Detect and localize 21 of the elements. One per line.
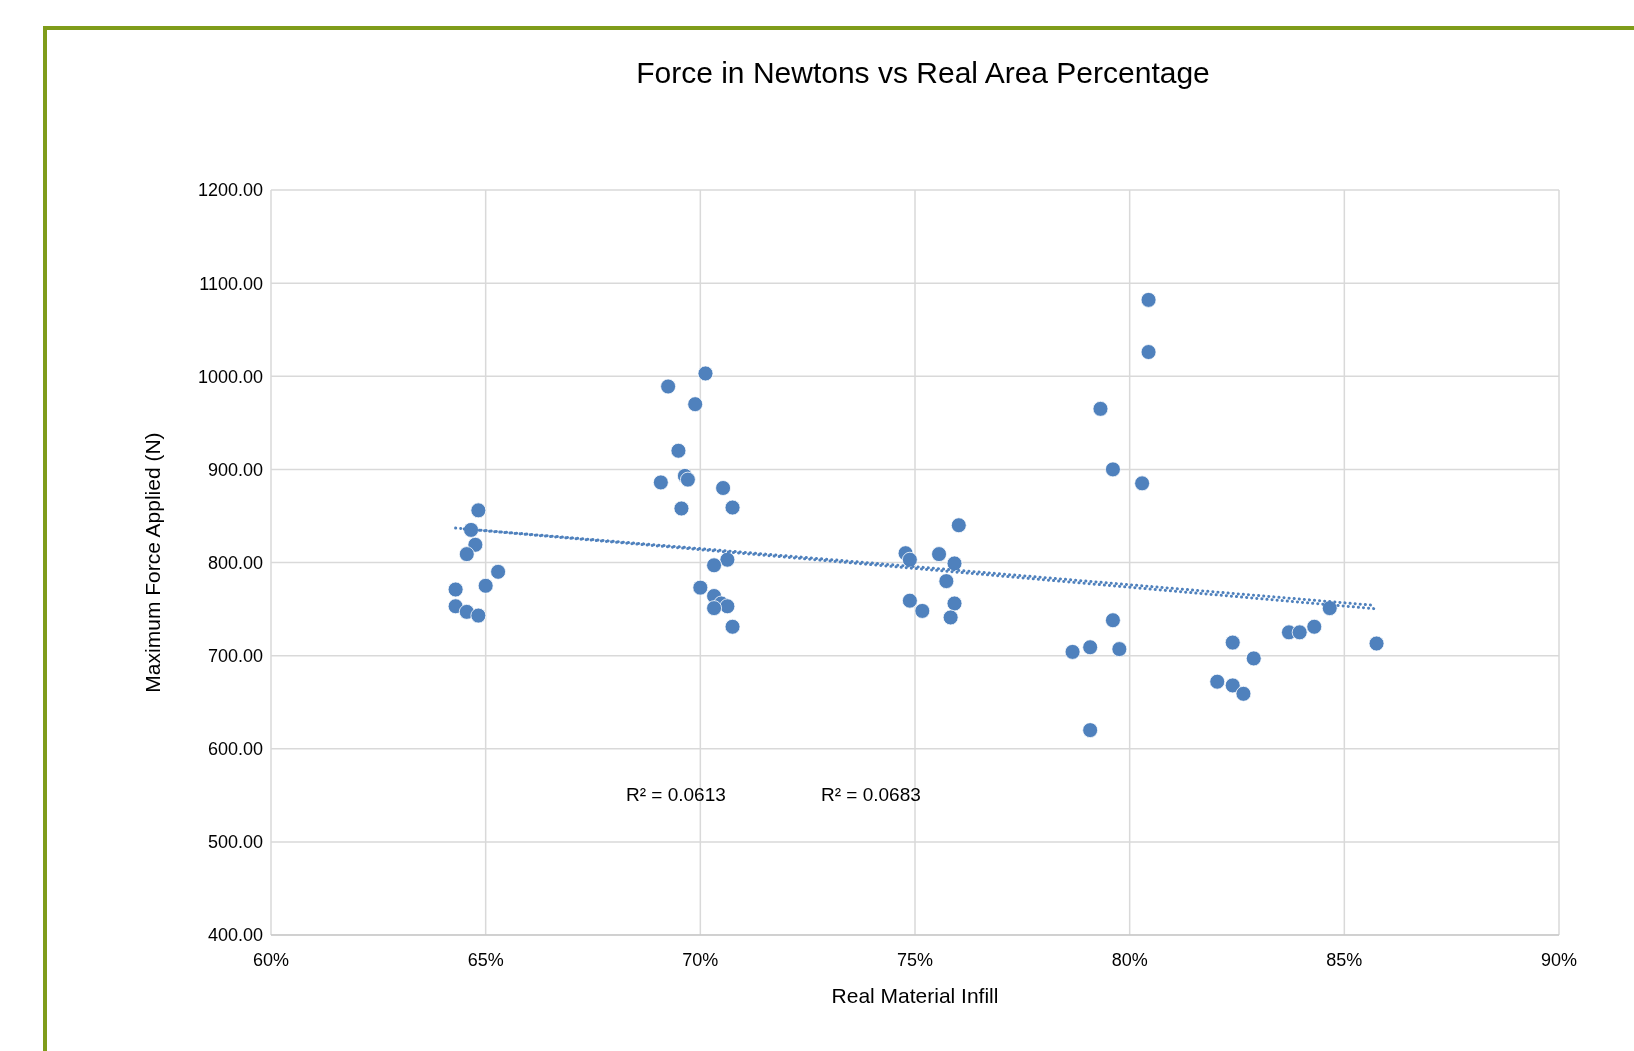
x-tick-label: 70%	[682, 949, 719, 970]
y-tick-label: 500.00	[207, 832, 263, 853]
annotation: R² = 0.0613	[626, 784, 726, 806]
y-tick-label: 700.00	[207, 646, 263, 667]
annotation: R² = 0.0683	[821, 784, 921, 806]
y-tick-label: 900.00	[207, 459, 263, 480]
y-tick-label: 1200.00	[197, 180, 263, 201]
x-tick-label: 80%	[1111, 949, 1148, 970]
y-tick-label: 400.00	[207, 925, 263, 946]
x-tick-label: 75%	[896, 949, 934, 970]
y-tick-label: 1000.00	[197, 366, 263, 387]
x-tick-label: 85%	[1326, 949, 1363, 970]
x-tick-label: 90%	[1540, 949, 1578, 970]
y-tick-label: 1100.00	[199, 273, 263, 294]
y-axis-title: Maximum Force Applied (N)	[141, 432, 165, 693]
chart-title: Force in Newtons vs Real Area Percentage	[635, 56, 1211, 90]
x-tick-label: 65%	[467, 949, 504, 970]
y-tick-label: 800.00	[207, 552, 263, 573]
x-axis-title: Real Material Infill	[831, 984, 999, 1007]
x-tick-label: 60%	[252, 949, 290, 970]
y-tick-label: 600.00	[207, 739, 263, 760]
